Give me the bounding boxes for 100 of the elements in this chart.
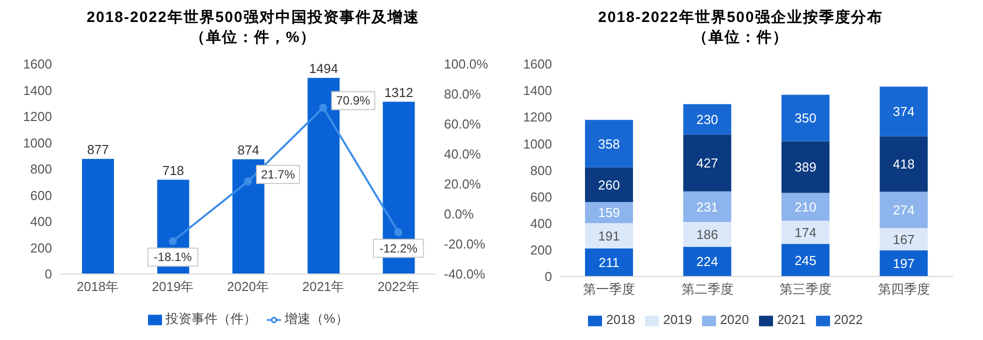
y-tick-label: 600 <box>530 189 552 204</box>
bar <box>880 250 928 276</box>
data-label: 274 <box>892 202 915 218</box>
data-label: 174 <box>794 224 816 240</box>
y-tick-label: 0 <box>44 266 52 282</box>
y-tick-label: 1600 <box>23 56 52 72</box>
data-label: 230 <box>696 112 718 127</box>
data-label: 210 <box>794 199 816 214</box>
data-label: 191 <box>598 228 620 244</box>
point <box>244 177 252 186</box>
y-tick-label: 1200 <box>23 109 52 124</box>
y2-tick-label: 0.0% <box>444 206 474 222</box>
data-label: 245 <box>794 252 816 268</box>
x-tick-label: 第二季度 <box>681 282 734 297</box>
legend-label: 增速（%） <box>284 311 348 326</box>
bar <box>585 202 633 224</box>
y-tick-label: 1400 <box>523 83 552 98</box>
data-label: 1312 <box>384 84 414 100</box>
chart-subtitle: （单位：件，%） <box>188 28 318 48</box>
y-tick-label: 400 <box>30 214 52 230</box>
bar <box>683 191 732 222</box>
data-label: 211 <box>598 255 620 270</box>
point <box>168 237 177 246</box>
bar <box>782 220 830 244</box>
data-label: 374 <box>892 104 915 120</box>
legend-label: 2019 <box>663 312 692 328</box>
x-tick-label: 2021年 <box>302 279 344 294</box>
data-label: 874 <box>238 142 260 158</box>
bar <box>585 248 633 276</box>
y2-tick-label: -40.0% <box>444 266 486 282</box>
data-label: -18.1% <box>154 250 192 264</box>
bar <box>82 158 114 274</box>
data-label: 718 <box>162 162 184 178</box>
x-tick-label: 2018年 <box>76 279 119 294</box>
y2-tick-label: -20.0% <box>444 236 486 252</box>
data-label: 877 <box>87 142 109 157</box>
bar <box>683 104 732 135</box>
bar <box>782 141 830 193</box>
data-label: 197 <box>892 256 915 271</box>
legend-label: 2022 <box>834 312 863 328</box>
y-tick-label: 800 <box>30 162 52 177</box>
bar <box>782 94 830 142</box>
bar <box>683 222 732 247</box>
data-label: 21.7% <box>260 167 296 182</box>
bar <box>782 244 830 276</box>
data-label: 224 <box>696 254 718 270</box>
y2-tick-label: 60.0% <box>444 116 482 132</box>
x-tick-label: 第一季度 <box>583 282 636 297</box>
chart-title: 2018-2022年世界500强对中国投资事件及增速 <box>86 8 420 28</box>
data-label: 418 <box>892 156 915 172</box>
x-tick-label: 2022年 <box>377 279 420 294</box>
y2-tick-label: 100.0% <box>444 56 489 72</box>
y2-tick-label: 80.0% <box>444 86 482 102</box>
data-label: 389 <box>794 160 816 175</box>
bar <box>880 86 928 136</box>
bar <box>880 136 928 192</box>
y-tick-label: 400 <box>530 216 552 231</box>
y-tick-label: 200 <box>30 240 52 256</box>
y-tick-label: 1200 <box>523 110 552 125</box>
bar <box>683 134 732 192</box>
chart-subtitle: （单位：件） <box>692 28 790 48</box>
data-label: 167 <box>892 232 915 247</box>
x-tick-label: 2019年 <box>152 279 194 294</box>
bar <box>585 223 633 248</box>
data-label: 159 <box>598 205 620 220</box>
legend-label: 2018 <box>606 312 636 328</box>
y-tick-label: 1000 <box>523 136 552 152</box>
y-tick-label: 0 <box>544 269 552 284</box>
data-label: 70.9% <box>336 94 371 108</box>
bar <box>585 167 633 202</box>
data-label: 231 <box>696 199 718 214</box>
data-label: 1494 <box>309 60 338 76</box>
legend-label: 2020 <box>720 312 749 328</box>
x-tick-label: 第三季度 <box>780 282 832 297</box>
data-label: 358 <box>598 136 620 152</box>
chart-title: 2018-2022年世界500强企业按季度分布 <box>597 8 884 28</box>
y-tick-label: 1600 <box>523 56 552 72</box>
bar <box>585 120 633 168</box>
y2-tick-label: 20.0% <box>444 176 482 192</box>
data-label: -12.2% <box>379 241 418 256</box>
legend-label: 2021 <box>776 312 806 328</box>
point <box>394 228 402 236</box>
y2-tick-label: 40.0% <box>444 146 482 162</box>
y-tick-label: 200 <box>530 242 552 258</box>
bar <box>782 192 830 221</box>
x-tick-label: 2020年 <box>227 279 269 294</box>
x-tick-label: 第四季度 <box>878 282 930 297</box>
y-tick-label: 1000 <box>23 135 52 150</box>
data-label: 186 <box>696 226 718 242</box>
data-label: 260 <box>598 177 620 192</box>
data-label: 350 <box>794 110 816 126</box>
bar <box>683 246 732 276</box>
data-label: 427 <box>696 156 718 171</box>
y-tick-label: 600 <box>30 188 52 203</box>
y-tick-label: 800 <box>530 162 552 178</box>
bar <box>880 192 928 228</box>
bar <box>880 228 928 250</box>
y-tick-label: 1400 <box>23 82 52 98</box>
point <box>319 104 328 112</box>
legend-label: 投资事件（件） <box>166 311 257 326</box>
